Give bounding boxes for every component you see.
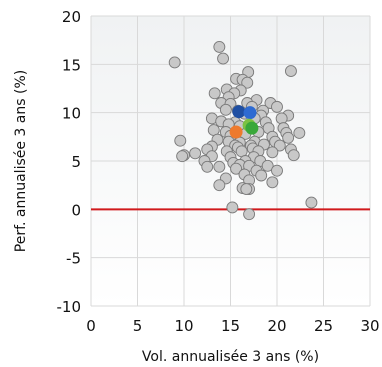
x-axis-ticks: 0 5 10 15 20 25 30 bbox=[86, 317, 379, 335]
data-point bbox=[261, 159, 274, 172]
y-tick-label: 10 bbox=[62, 105, 81, 123]
data-point bbox=[285, 65, 297, 78]
data-point bbox=[293, 127, 306, 139]
data-point bbox=[226, 201, 239, 214]
y-tick-label: 20 bbox=[62, 8, 81, 26]
x-tick-label: 30 bbox=[360, 317, 379, 335]
highlighted-data-point bbox=[229, 125, 243, 139]
x-tick-label: 15 bbox=[221, 317, 240, 335]
x-tick-label: 10 bbox=[174, 317, 193, 335]
data-point bbox=[176, 150, 189, 163]
y-axis-label: Perf. annualisée 3 ans (%) bbox=[13, 70, 29, 252]
data-points bbox=[168, 40, 318, 221]
x-tick-label: 20 bbox=[267, 317, 286, 335]
data-point bbox=[243, 208, 256, 221]
data-point bbox=[213, 40, 226, 53]
y-tick-label: 15 bbox=[62, 56, 81, 74]
data-point bbox=[271, 164, 283, 177]
data-point bbox=[213, 160, 226, 173]
data-point bbox=[255, 169, 268, 182]
highlighted-data-point bbox=[243, 106, 257, 120]
data-point bbox=[266, 146, 279, 159]
data-point bbox=[217, 52, 230, 65]
data-point bbox=[208, 87, 221, 100]
x-tick-label: 5 bbox=[133, 317, 143, 335]
data-point bbox=[189, 147, 202, 160]
data-point bbox=[275, 112, 288, 125]
data-point bbox=[273, 139, 286, 152]
data-point bbox=[241, 76, 254, 89]
data-point bbox=[305, 196, 318, 209]
y-tick-label: -10 bbox=[57, 298, 82, 316]
y-tick-label: 0 bbox=[71, 201, 81, 219]
data-point bbox=[168, 56, 181, 69]
highlighted-data-point bbox=[232, 105, 246, 119]
data-point bbox=[266, 176, 279, 189]
highlighted-data-point bbox=[245, 121, 259, 135]
data-point bbox=[219, 103, 232, 116]
data-point bbox=[230, 162, 243, 175]
data-point bbox=[174, 134, 187, 147]
y-tick-label: -5 bbox=[66, 250, 81, 268]
x-tick-label: 25 bbox=[314, 317, 333, 335]
data-point bbox=[201, 160, 214, 173]
y-axis-ticks: -10 -5 0 5 10 15 20 bbox=[57, 8, 82, 316]
x-tick-label: 0 bbox=[86, 317, 96, 335]
data-point bbox=[287, 149, 300, 162]
data-point bbox=[282, 131, 295, 144]
data-point bbox=[240, 183, 253, 195]
data-point bbox=[213, 179, 226, 192]
data-point bbox=[271, 100, 283, 113]
y-tick-label: 5 bbox=[71, 153, 81, 171]
x-axis-label: Vol. annualisée 3 ans (%) bbox=[142, 349, 319, 365]
